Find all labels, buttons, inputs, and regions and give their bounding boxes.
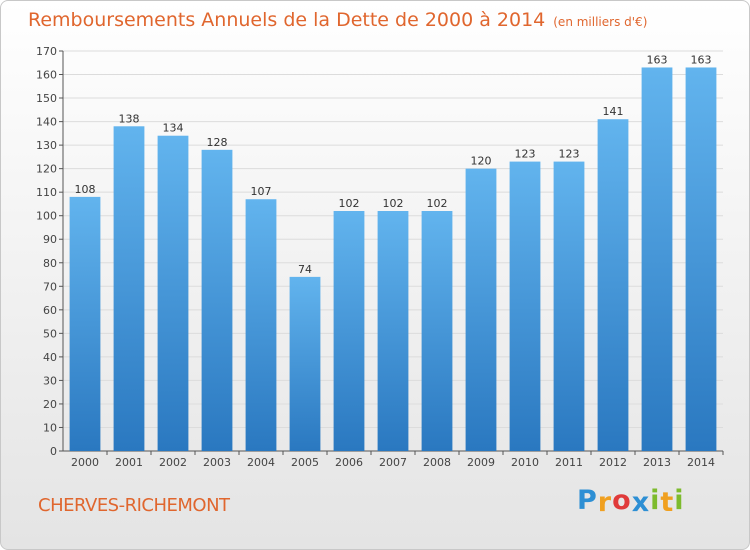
bar-2008: [421, 211, 453, 451]
y-tick-label: 70: [43, 280, 57, 293]
y-tick-label: 30: [43, 374, 57, 387]
value-label-2010: 123: [515, 148, 536, 161]
x-tick-label: 2011: [555, 456, 583, 469]
y-tick-label: 0: [50, 445, 57, 458]
bar-2013: [641, 67, 673, 452]
y-tick-label: 50: [43, 327, 57, 340]
value-label-2013: 163: [647, 53, 668, 66]
value-label-2004: 107: [251, 185, 272, 198]
x-tick-label: 2006: [335, 456, 363, 469]
x-tick-label: 2014: [687, 456, 715, 469]
bar-2000: [69, 196, 101, 451]
x-tick-label: 2000: [71, 456, 99, 469]
x-tick-label: 2013: [643, 456, 671, 469]
x-tick-label: 2007: [379, 456, 407, 469]
value-label-2008: 102: [427, 197, 448, 210]
y-tick-label: 170: [36, 45, 57, 58]
logo-letter: P: [577, 485, 598, 516]
value-label-2011: 123: [559, 148, 580, 161]
x-tick-label: 2008: [423, 456, 451, 469]
bar-2006: [333, 211, 365, 451]
title-text: Remboursements Annuels de la Dette de 20…: [28, 9, 546, 31]
chart-subtitle: (en milliers d'€): [553, 15, 648, 29]
bar-2005: [289, 276, 321, 451]
logo-letter: x: [631, 487, 651, 518]
bar-2011: [553, 161, 585, 451]
bar-2001: [113, 126, 145, 451]
value-label-2012: 141: [603, 105, 624, 118]
x-tick-label: 2005: [291, 456, 319, 469]
value-label-2014: 163: [691, 53, 712, 66]
bar-2007: [377, 211, 409, 451]
y-tick-label: 120: [36, 163, 57, 176]
y-tick-label: 90: [43, 233, 57, 246]
chart-title: Remboursements Annuels de la Dette de 20…: [28, 9, 647, 31]
bar-2014: [685, 67, 717, 452]
logo-letter: i: [674, 485, 685, 516]
proxiti-logo: Proxiti: [577, 485, 685, 518]
y-tick-label: 40: [43, 351, 57, 364]
x-tick-label: 2001: [115, 456, 143, 469]
x-tick-label: 2003: [203, 456, 231, 469]
y-tick-label: 10: [43, 421, 57, 434]
y-tick-label: 60: [43, 304, 57, 317]
logo-letter: t: [660, 487, 675, 518]
y-tick-label: 100: [36, 210, 57, 223]
y-tick-label: 20: [43, 398, 57, 411]
place-name: CHERVES-RICHEMONT: [38, 495, 230, 516]
bar-2003: [201, 149, 233, 451]
y-tick-label: 140: [36, 116, 57, 129]
y-tick-label: 150: [36, 92, 57, 105]
value-label-2007: 102: [383, 197, 404, 210]
x-tick-label: 2009: [467, 456, 495, 469]
value-label-2002: 134: [163, 122, 184, 135]
value-label-2000: 108: [75, 183, 96, 196]
y-tick-label: 160: [36, 69, 57, 82]
x-tick-label: 2002: [159, 456, 187, 469]
bar-2002: [157, 135, 189, 452]
x-tick-label: 2012: [599, 456, 627, 469]
x-tick-label: 2010: [511, 456, 539, 469]
value-label-2005: 74: [298, 263, 312, 276]
logo-letter: r: [597, 487, 613, 518]
bar-2004: [245, 199, 277, 451]
logo-letter: o: [612, 485, 632, 516]
y-tick-label: 130: [36, 139, 57, 152]
value-label-2009: 120: [471, 155, 492, 168]
bar-2009: [465, 168, 497, 451]
y-tick-label: 80: [43, 257, 57, 270]
value-label-2006: 102: [339, 197, 360, 210]
y-tick-label: 110: [36, 186, 57, 199]
logo-letter: i: [650, 485, 661, 516]
x-tick-label: 2004: [247, 456, 275, 469]
value-label-2003: 128: [207, 136, 228, 149]
bar-2010: [509, 161, 541, 451]
bar-2012: [597, 119, 629, 451]
value-label-2001: 138: [119, 112, 140, 125]
